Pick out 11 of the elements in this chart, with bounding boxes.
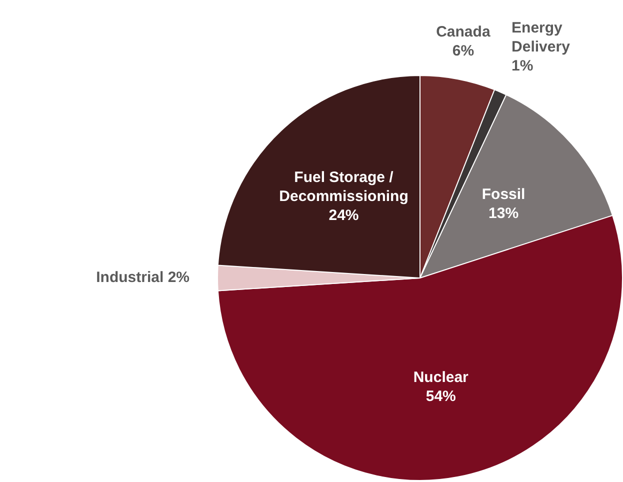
slice-label: Fuel Storage / Decommissioning: [279, 168, 408, 205]
data-label: 13%: [488, 204, 519, 222]
slice-label: Industrial 2%: [96, 269, 190, 286]
slice-label: Energy Delivery: [512, 20, 571, 56]
data-label: 24%: [328, 206, 359, 224]
slice-label: Fossil: [482, 186, 526, 203]
data-label: 6%: [452, 42, 474, 60]
slice-label: Nuclear: [413, 369, 469, 386]
slice-label: Canada: [436, 24, 491, 41]
data-label: 1%: [512, 58, 534, 75]
data-label: 54%: [426, 388, 456, 406]
